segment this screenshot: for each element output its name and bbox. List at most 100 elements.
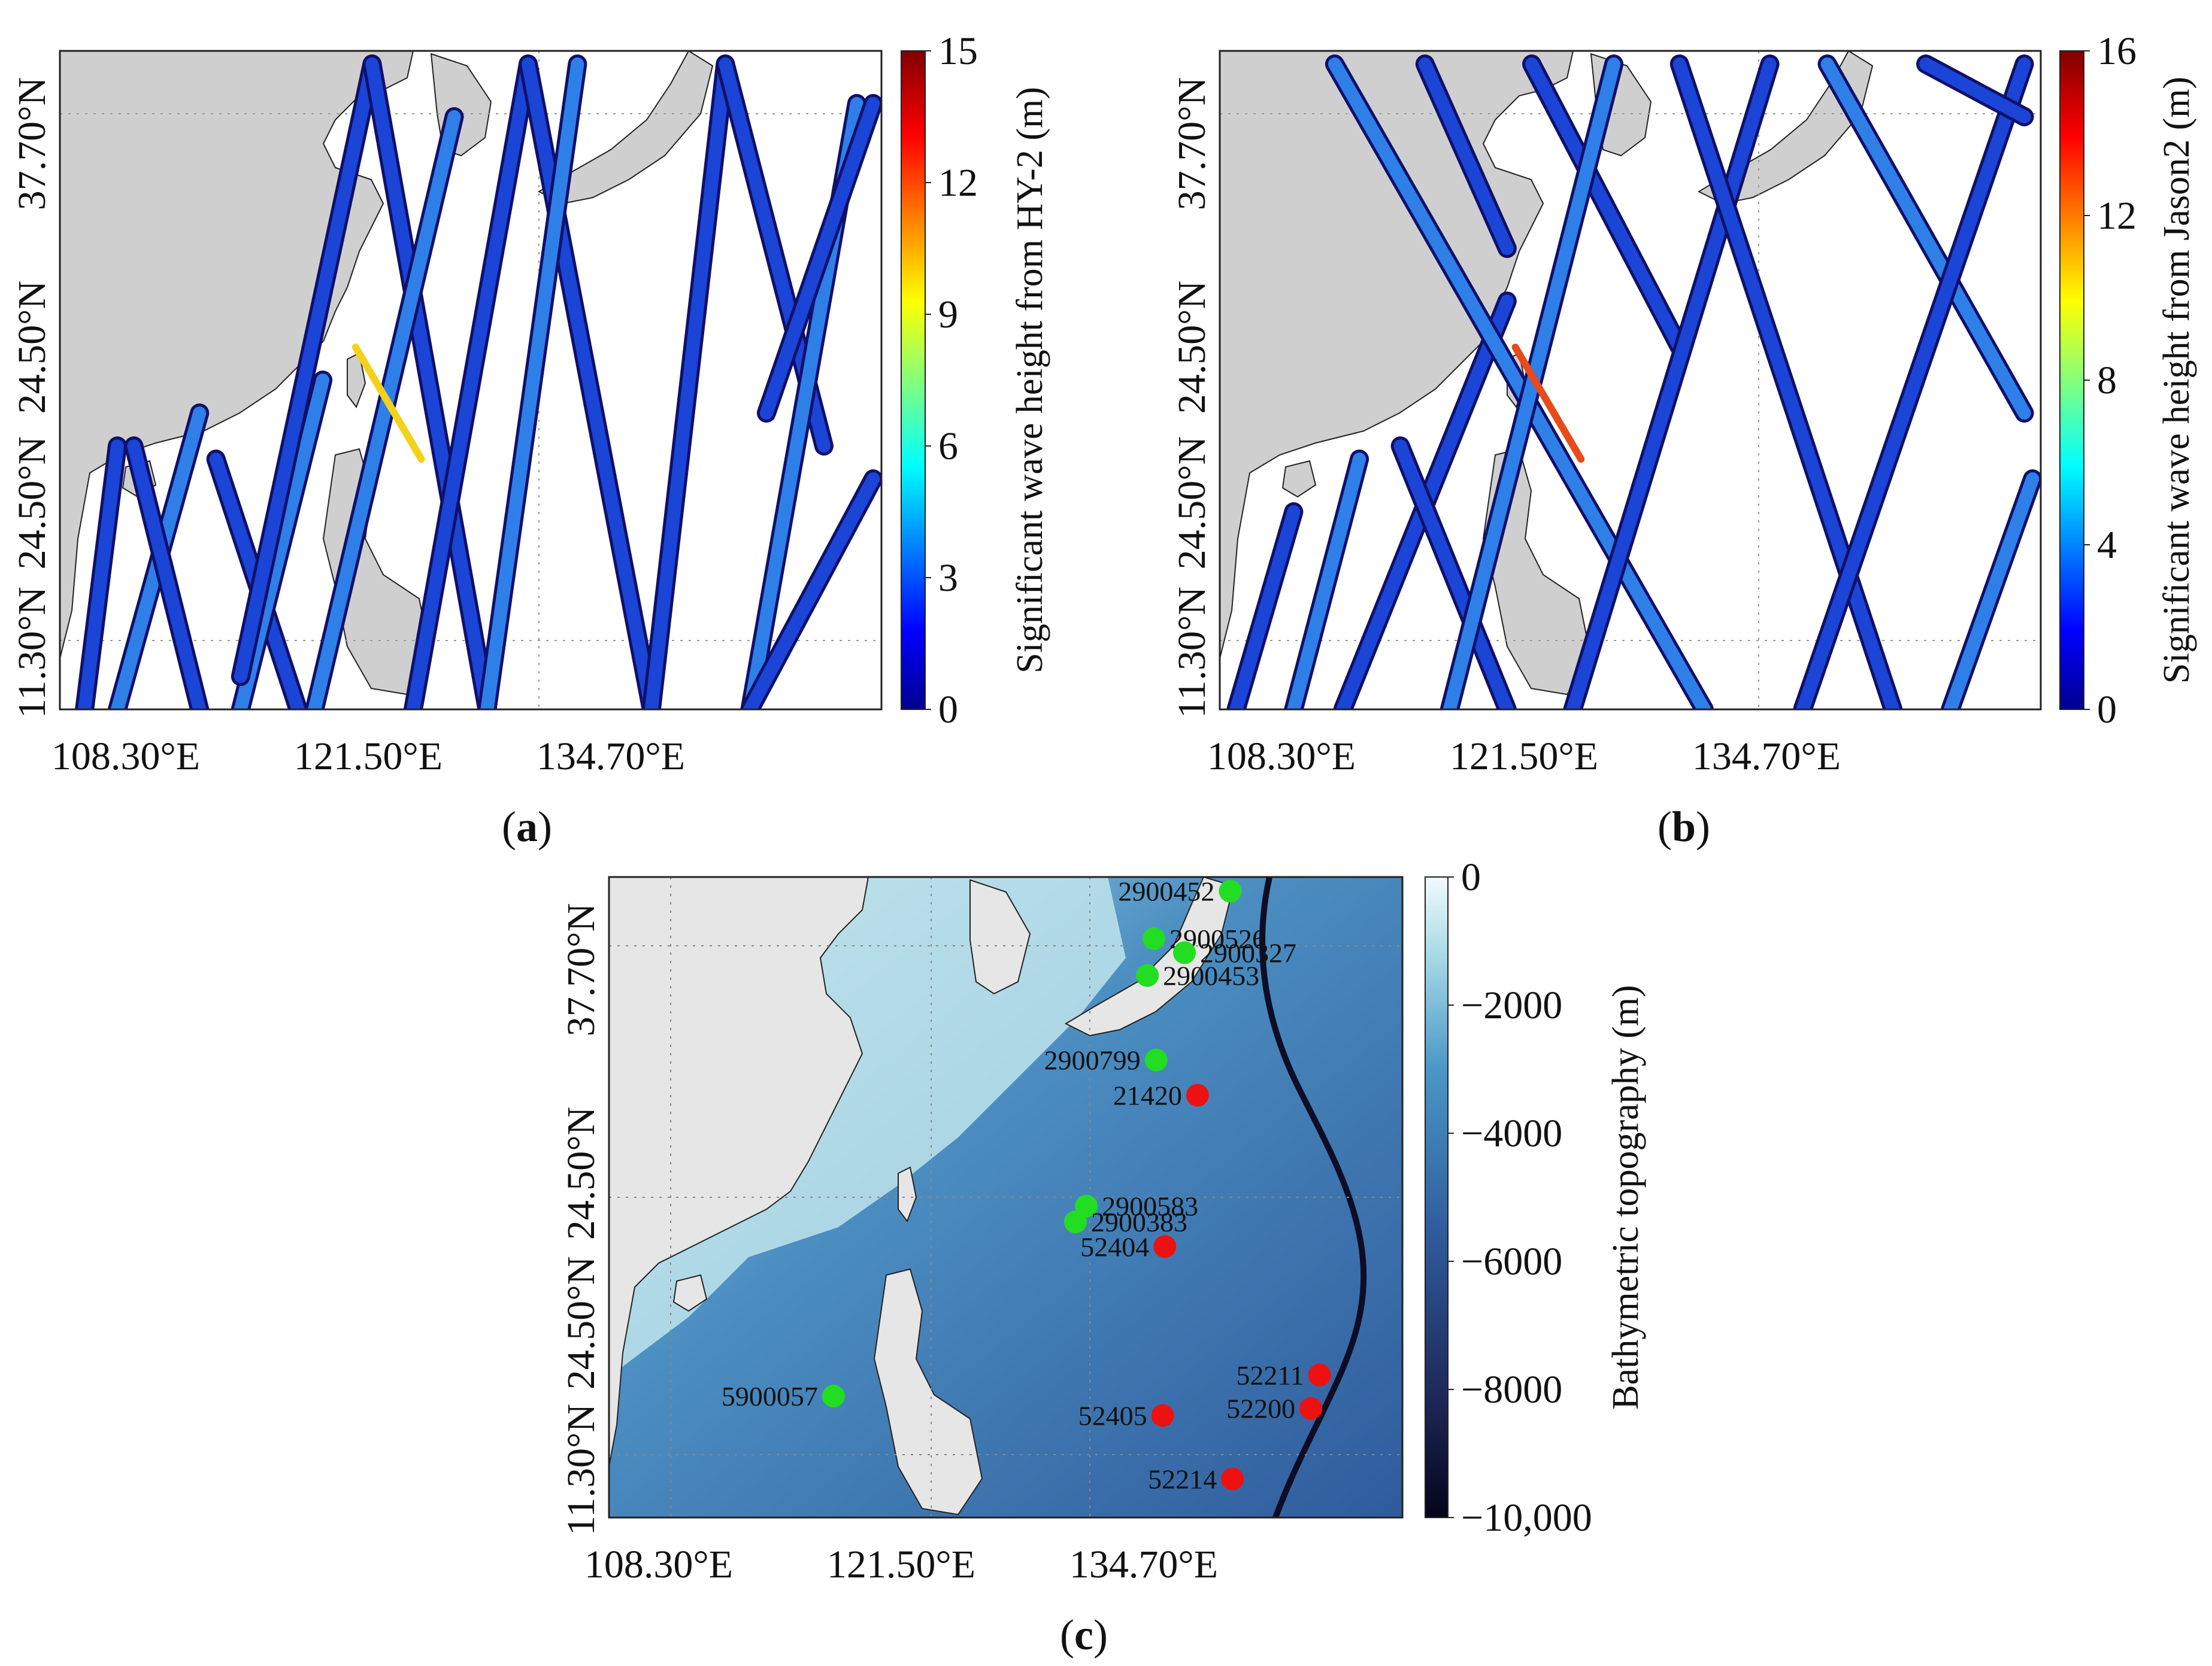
panel-b-colorbar-ticks: 16 12 8 4 0	[2084, 29, 2137, 732]
panel-b-x-ticks: 108.30°E 121.50°E 134.70°E	[1207, 735, 1841, 778]
buoy-label: 52214	[1148, 1464, 1217, 1494]
colorbar-tick-label: 9	[938, 293, 958, 336]
buoy-marker[interactable]	[1308, 1363, 1331, 1386]
track-high-wave-segment	[1511, 344, 1585, 463]
panel-b-y-tick: 11.30°N	[1170, 587, 1214, 718]
panel-b-colorbar-title: Significant wave height from Jason2 (m)	[2156, 77, 2197, 684]
panel-a-colorbar	[901, 50, 926, 710]
track-swath	[1919, 57, 2031, 123]
panel-a: 108.30°E 121.50°E 134.70°E 37.70°N 24.50…	[10, 29, 1050, 851]
panel-c-x-tick: 121.50°E	[827, 1543, 975, 1586]
argo-float-marker[interactable]	[1075, 1194, 1098, 1218]
panel-a-x-tick: 108.30°E	[51, 735, 200, 778]
buoy-marker[interactable]	[1221, 1467, 1244, 1491]
panel-c-stations: 2900452290052629003272900453290079929005…	[722, 876, 1331, 1494]
argo-float-label: 2900327	[1200, 937, 1296, 968]
colorbar-tick-label: −8000	[1461, 1368, 1562, 1412]
track-swath	[365, 57, 494, 709]
panel-b-satellite-tracks	[1226, 54, 2041, 709]
argo-float-label: 2900383	[1091, 1207, 1187, 1237]
colorbar-tick-label: 15	[938, 29, 978, 73]
track-swath	[406, 57, 535, 709]
panel-b-y-tick: 24.50°N	[1170, 281, 1214, 414]
buoy-marker[interactable]	[1299, 1397, 1323, 1420]
panel-a-colorbar-title: Significant wave height from HY-2 (m)	[1010, 87, 1050, 673]
panel-c-colorbar-title: Bathymetric topography (m)	[1605, 985, 1646, 1409]
track-swath	[644, 57, 732, 709]
argo-float-marker[interactable]	[1136, 964, 1159, 987]
panel-a-x-tick: 134.70°E	[537, 735, 685, 778]
panel-c-y-tick: 24.50°N	[559, 1257, 603, 1390]
colorbar-tick-label: −6000	[1461, 1240, 1562, 1283]
track-swath	[308, 110, 461, 709]
track-swath	[1525, 57, 1686, 354]
track-high-wave-segment	[352, 344, 425, 463]
colorbar-tick-label: −10,000	[1461, 1496, 1592, 1540]
argo-float-marker[interactable]	[1219, 879, 1242, 903]
panel-b-grid	[1220, 51, 2041, 709]
track-swath	[1393, 439, 1514, 709]
track-swath	[1287, 453, 1366, 709]
track-swath	[1328, 57, 1711, 709]
panel-b-x-tick: 108.30°E	[1207, 735, 1356, 778]
argo-float-marker[interactable]	[1144, 1048, 1168, 1072]
panel-b-y-tick: 24.50°N	[1170, 436, 1214, 570]
panel-c-land-korea	[969, 879, 1031, 995]
argo-float-label: 2900452	[1118, 876, 1214, 907]
colorbar-tick-label: 4	[2097, 523, 2117, 567]
panel-c-x-tick: 134.70°E	[1069, 1543, 1218, 1586]
track-swath	[1796, 57, 2031, 709]
panel-c-colorbar-ticks: 0 −2000 −4000 −6000 −8000 −10,000	[1448, 855, 1592, 1540]
argo-float-label: 2900453	[1163, 961, 1259, 991]
argo-float-marker[interactable]	[1063, 1210, 1087, 1234]
track-swath	[234, 57, 379, 683]
buoy-marker[interactable]	[1151, 1404, 1174, 1427]
colorbar-tick-label: 3	[938, 556, 958, 600]
colorbar-tick-label: 8	[2097, 359, 2117, 402]
panel-b-land-hainan	[1281, 460, 1317, 498]
buoy-label: 21420	[1113, 1081, 1182, 1111]
argo-float-label: 5900057	[722, 1381, 818, 1412]
argo-float-marker[interactable]	[1172, 941, 1196, 964]
panel-c-land-japan	[1064, 877, 1235, 1037]
buoy-marker[interactable]	[1186, 1084, 1209, 1107]
panel-c-x-tick: 108.30°E	[584, 1543, 733, 1586]
panel-c: 2900452290052629003272900453290079929005…	[559, 855, 1646, 1659]
colorbar-tick-label: −2000	[1461, 984, 1562, 1027]
panel-c-land-mainland	[609, 877, 869, 1467]
panel-c-land-hainan	[672, 1274, 708, 1312]
panel-c-y-tick: 11.30°N	[559, 1404, 603, 1535]
panel-c-y-ticks: 37.70°N 24.50°N 24.50°N 11.30°N	[559, 903, 603, 1535]
colorbar-tick-label: 6	[938, 424, 958, 468]
panel-c-land-philippines	[873, 1268, 983, 1516]
track-swath	[522, 57, 658, 709]
colorbar-tick-label: 0	[2097, 688, 2117, 732]
panel-b-colorbar	[2059, 50, 2084, 710]
panel-b-y-tick: 37.70°N	[1170, 77, 1214, 211]
colorbar-tick-label: 0	[938, 688, 958, 732]
panel-b-label: (b)	[1658, 803, 1710, 851]
panel-a-satellite-tracks	[75, 54, 881, 709]
panel-c-y-tick: 24.50°N	[559, 1107, 603, 1240]
panel-c-y-tick: 37.70°N	[559, 903, 603, 1037]
panel-c-colorbar	[1425, 876, 1449, 1518]
panel-a-y-tick: 11.30°N	[10, 587, 54, 718]
buoy-label: 52404	[1080, 1231, 1149, 1262]
track-swath	[1418, 57, 1514, 255]
panel-c-x-ticks: 108.30°E 121.50°E 134.70°E	[584, 1543, 1218, 1586]
track-swath	[1820, 57, 2031, 420]
argo-float-marker[interactable]	[822, 1385, 845, 1408]
panel-c-trench-curve	[1259, 877, 1367, 1518]
panel-a-x-ticks: 108.30°E 121.50°E 134.70°E	[51, 735, 685, 778]
colorbar-tick-label: 12	[2097, 194, 2137, 238]
argo-float-marker[interactable]	[1143, 927, 1166, 950]
panel-a-label: (a)	[502, 803, 552, 851]
panel-a-y-tick: 24.50°N	[10, 436, 54, 570]
colorbar-tick-label: 12	[938, 161, 978, 205]
buoy-marker[interactable]	[1153, 1235, 1177, 1258]
colorbar-tick-label: −4000	[1461, 1112, 1562, 1155]
track-swath	[78, 439, 125, 709]
buoy-label: 52405	[1078, 1401, 1147, 1431]
track-swath	[1944, 472, 2040, 709]
